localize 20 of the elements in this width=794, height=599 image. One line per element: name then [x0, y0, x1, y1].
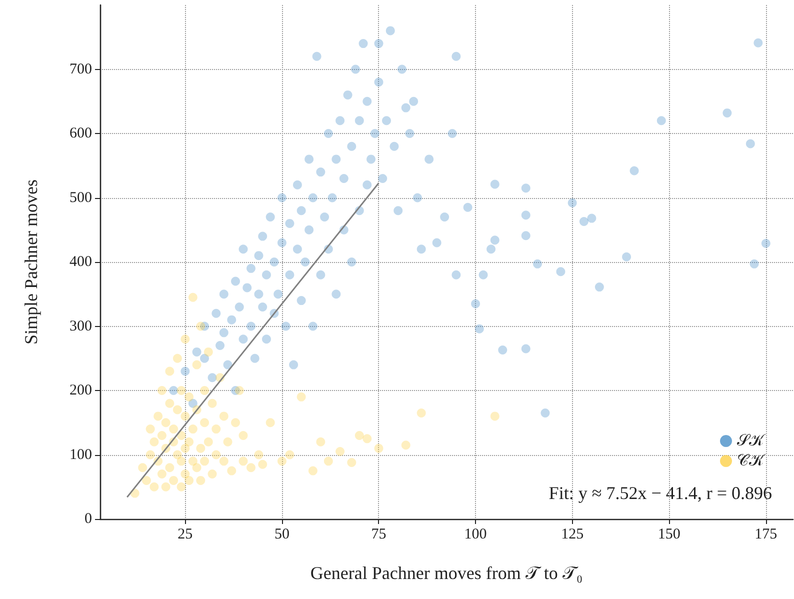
x-tick-label: 150: [658, 526, 680, 542]
x-tick-label: 50: [274, 526, 290, 542]
annotation: Fit: y ≈ 7.52x − 41.4, r = 0.896: [548, 483, 772, 503]
x-tick-label: 100: [464, 526, 487, 542]
y-tick-label: 0: [84, 511, 92, 527]
x-tick-label: 125: [561, 526, 584, 542]
y-axis-title: Simple Pachner moves: [21, 180, 41, 344]
y-tick-label: 600: [70, 126, 92, 142]
x-tick-label: 175: [754, 526, 778, 542]
y-tick-label: 700: [70, 61, 92, 78]
y-tick-label: 200: [70, 382, 92, 398]
x-axis-title: General Pachner moves from 𝒯 to 𝒯₀: [310, 563, 583, 583]
x-tick-label: 75: [371, 526, 386, 542]
y-tick-label: 500: [70, 190, 92, 206]
y-tick-label: 400: [70, 254, 92, 270]
y-tick-label: 300: [70, 318, 92, 334]
y-tick-label: 100: [70, 446, 92, 463]
legend-label: 𝒮𝒦: [737, 432, 766, 450]
legend-label: 𝒞𝒦: [737, 452, 766, 470]
x-tick-label: 25: [178, 526, 193, 542]
